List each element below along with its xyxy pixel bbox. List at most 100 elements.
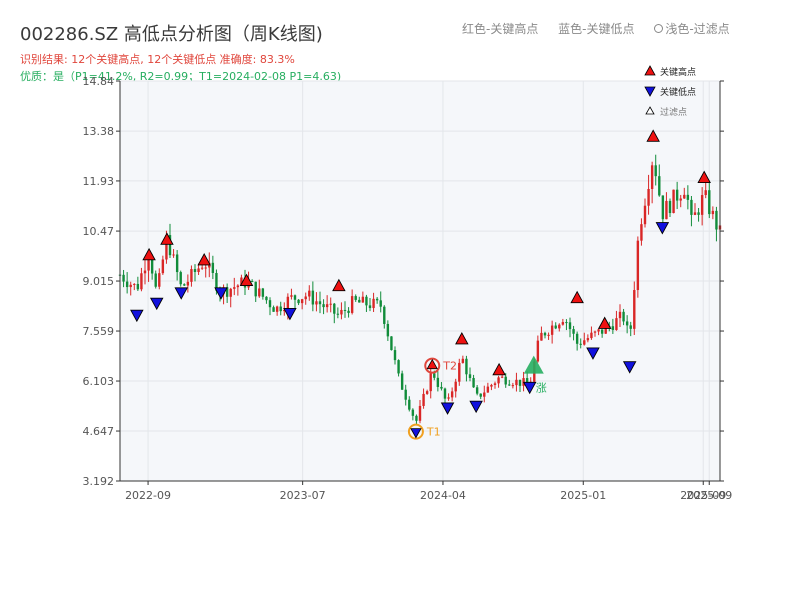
candle-body <box>568 322 572 330</box>
candle-body <box>618 311 622 319</box>
candle-body <box>479 393 482 397</box>
candle-body <box>336 313 340 315</box>
candle-body <box>597 329 600 332</box>
x-tick-label: 2022-09 <box>125 489 171 502</box>
y-tick-label: 11.93 <box>83 175 115 188</box>
candle-body <box>193 269 197 273</box>
candle-body <box>615 318 618 330</box>
candle-body <box>611 326 615 330</box>
t2-label: T2 <box>442 360 457 373</box>
candle-body <box>411 409 415 416</box>
key-high-marker <box>332 278 346 292</box>
candle-body <box>690 199 693 215</box>
t1-ring <box>407 423 424 440</box>
x-tick-label: 2025-01 <box>560 489 606 502</box>
candle-body <box>511 385 515 387</box>
key-low-marker <box>283 308 297 321</box>
y-tick-label: 14.84 <box>83 75 115 88</box>
x-ticks: 2022-09 2023-07 2024-04 2025-01 2025-092025-… <box>125 481 732 502</box>
candle-body <box>515 379 518 386</box>
legend-filtered-icon <box>645 106 655 115</box>
key-low-marker <box>469 400 483 414</box>
light-circle-icon <box>654 24 664 33</box>
candle-body <box>140 273 143 290</box>
key-low-marker <box>655 222 670 235</box>
candle-body <box>386 323 390 337</box>
y-tick-label: 13.38 <box>83 125 115 138</box>
candle-body <box>579 343 582 345</box>
candle-body <box>125 281 129 288</box>
candle-body <box>672 189 675 214</box>
candle-body <box>583 340 586 345</box>
candle-body <box>525 378 529 384</box>
t1-marker <box>410 428 422 439</box>
key-low-marker <box>622 361 637 374</box>
candle-body <box>136 283 140 290</box>
key-low-marker <box>522 381 537 395</box>
candle-body <box>304 296 307 300</box>
t1-label: T1 <box>426 426 441 439</box>
candle-body <box>322 304 325 308</box>
candle-body <box>204 267 207 269</box>
candle-body <box>504 376 507 385</box>
candle-body <box>265 296 268 301</box>
candle-body <box>183 284 186 286</box>
candle-body <box>590 332 593 339</box>
candle-body <box>475 387 479 394</box>
candle-body <box>275 306 279 312</box>
key-low-marker <box>586 347 600 360</box>
candle-body <box>693 212 697 215</box>
candle-body <box>418 405 422 421</box>
candle-body <box>254 281 257 297</box>
candle-body <box>429 373 432 392</box>
candle-body <box>308 290 311 297</box>
candle-body <box>343 309 347 311</box>
marker-legend: 关键高点 关键低点 过滤点 <box>644 65 696 118</box>
candle-body <box>350 296 354 313</box>
candle-body <box>465 358 468 375</box>
candle-body <box>450 391 454 398</box>
candle-body <box>236 285 240 288</box>
candle-body <box>547 334 550 336</box>
result-summary: 识别结果: 12个关键高点, 12个关键低点 准确度: 83.3% <box>20 53 295 66</box>
candle-body <box>283 309 286 312</box>
candle-body <box>175 254 179 273</box>
candle-body <box>315 301 318 305</box>
page-title: 002286.SZ 高低点分析图（周K线图) <box>20 24 323 45</box>
candle-body <box>154 273 157 287</box>
candle-body <box>129 284 132 288</box>
candle-body <box>558 324 561 329</box>
candle-body <box>179 272 182 285</box>
candle-body <box>436 377 440 387</box>
candle-body <box>172 254 175 256</box>
x-tick-label: 2025-09 <box>680 489 726 502</box>
candle-body <box>554 325 557 329</box>
candle-body <box>708 190 711 215</box>
legend-low-label: 关键低点 <box>660 86 696 98</box>
candle-body <box>425 391 429 394</box>
key-low-marker <box>174 287 188 300</box>
markers: T1 T2 涨 <box>130 129 711 440</box>
candle-body <box>340 309 343 315</box>
x-tick-label: 2024-04 <box>420 489 466 502</box>
candle-body <box>318 301 322 305</box>
candle-body <box>668 200 672 214</box>
t2-marker <box>426 358 438 370</box>
candle-body <box>658 176 661 196</box>
candle-body <box>272 307 275 312</box>
candle-body <box>497 377 500 384</box>
candle-body <box>483 392 486 397</box>
candle-body <box>325 304 329 308</box>
candle-body <box>133 283 136 285</box>
candle-body <box>604 325 607 334</box>
candle-body <box>365 296 368 306</box>
color-key-red: 红色-关键高点 <box>462 22 539 36</box>
candle-body <box>229 288 232 297</box>
y-tick-label: 4.647 <box>83 425 115 438</box>
candle-body <box>686 194 690 200</box>
candle-body <box>261 288 265 297</box>
candle-body <box>361 296 365 303</box>
key-low-marker <box>440 402 455 415</box>
candle-body <box>440 386 443 389</box>
